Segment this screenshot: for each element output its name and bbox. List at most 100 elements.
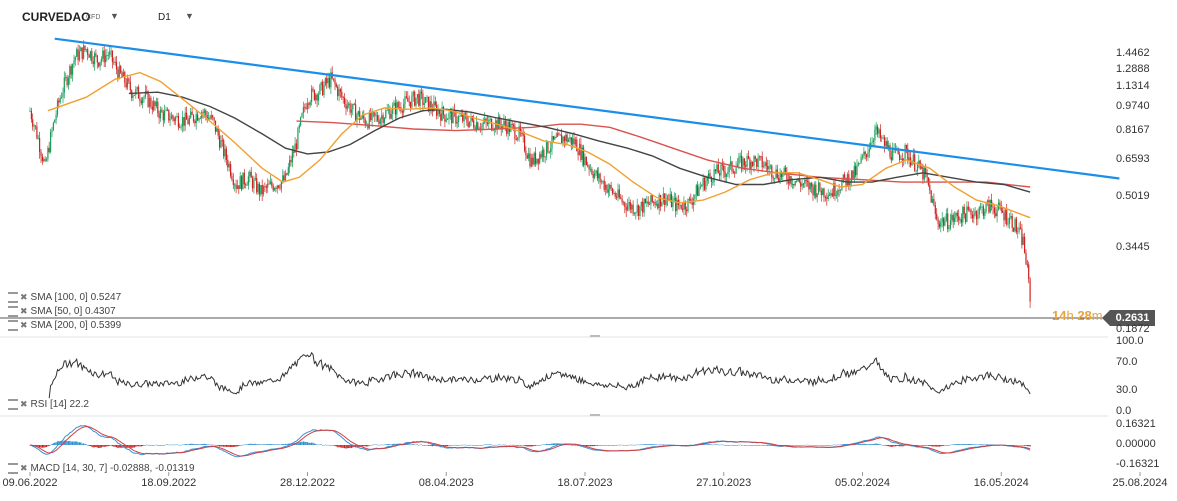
candle-body (162, 112, 164, 121)
candle-body (388, 109, 390, 111)
candle-body (1011, 216, 1013, 228)
candle-body (980, 206, 982, 208)
candle-body (975, 211, 978, 220)
candle-body (522, 133, 524, 136)
candle-body (463, 113, 465, 122)
macd-histogram-bar (720, 444, 722, 446)
symbol-name[interactable]: CURVEDAO (22, 10, 91, 24)
candle-body (741, 155, 743, 170)
candle-body (422, 93, 424, 105)
close-icon[interactable]: ✖ (20, 463, 28, 474)
close-icon[interactable]: ✖ (20, 306, 28, 317)
candle-body (993, 207, 995, 214)
macd-histogram-bar (308, 442, 310, 445)
macd-histogram-bar (121, 445, 123, 448)
drag-handle-icon[interactable] (8, 320, 18, 331)
legend-rsi[interactable]: ✖ RSI [14] 22.2 (8, 399, 89, 410)
candle-body (915, 170, 917, 172)
macd-histogram-bar (227, 445, 229, 447)
legend-sma100[interactable]: ✖ SMA [100, 0] 0.5247 (8, 292, 121, 303)
macd-histogram-bar (585, 445, 587, 447)
macd-histogram-bar (499, 444, 501, 446)
drag-handle-icon[interactable] (8, 399, 18, 410)
candle-body (883, 137, 886, 146)
candle-body (817, 182, 820, 194)
macd-histogram-bar (741, 445, 743, 446)
candle-body (168, 109, 170, 121)
candle-body (769, 165, 772, 167)
drag-handle-icon[interactable] (8, 463, 18, 474)
macd-histogram-bar (297, 442, 299, 445)
candle-body (912, 154, 914, 162)
macd-histogram-bar (521, 445, 523, 446)
candle-body (66, 77, 68, 86)
candle-body (157, 101, 159, 114)
candle-body (719, 173, 721, 176)
symbol-dropdown-icon[interactable]: ▼ (110, 11, 119, 21)
candle-body (662, 193, 664, 203)
macd-histogram-bar (173, 444, 175, 446)
macd-histogram-bar (982, 444, 984, 445)
macd-histogram-bar (105, 445, 107, 447)
candle-body (625, 207, 627, 211)
macd-histogram-bar (192, 444, 195, 445)
macd-histogram-bar (338, 445, 340, 448)
macd-histogram-bar (157, 445, 159, 446)
candle-body (706, 177, 708, 181)
candle-body (135, 88, 137, 95)
candle-body (834, 183, 836, 196)
legend-sma50[interactable]: ✖ SMA [50, 0] 0.4307 (8, 306, 116, 317)
legend-macd[interactable]: ✖ MACD [14, 30, 7] -0.02888, -0.01319 (8, 463, 195, 474)
legend-rsi-text: RSI [14] 22.2 (30, 399, 89, 411)
candle-body (69, 66, 71, 79)
candle-body (62, 92, 64, 98)
macd-histogram-bar (377, 444, 379, 446)
candle-body (646, 201, 648, 203)
macd-histogram-bar (877, 443, 879, 445)
candle-body (613, 193, 615, 194)
candle-body (1014, 218, 1016, 232)
close-icon[interactable]: ✖ (20, 399, 28, 410)
drag-handle-icon[interactable] (8, 292, 18, 303)
sma100-line (128, 91, 1031, 193)
candle-body (760, 156, 762, 158)
timeframe-dropdown-icon[interactable]: ▼ (185, 11, 194, 21)
macd-histogram-bar (588, 445, 590, 447)
macd-histogram-bar (631, 444, 633, 446)
candle-body (871, 142, 873, 143)
macd-histogram-bar (524, 445, 526, 446)
macd-histogram-bar (236, 445, 238, 447)
macd-histogram-bar (374, 444, 376, 445)
candle-body (627, 205, 629, 211)
candle-body (724, 171, 726, 177)
candle-body (577, 151, 579, 155)
candle-body (734, 172, 736, 174)
candle-body (342, 97, 344, 98)
candle-body (256, 178, 258, 193)
drag-handle-icon[interactable] (8, 306, 18, 317)
macd-histogram-bar (407, 444, 409, 445)
timeframe-selector[interactable]: D1 (158, 12, 171, 23)
legend-sma200[interactable]: ✖ SMA [200, 0] 0.5399 (8, 320, 121, 331)
candle-body (455, 111, 457, 124)
candle-body (536, 158, 538, 164)
macd-histogram-bar (188, 444, 190, 445)
close-icon[interactable]: ✖ (20, 320, 28, 331)
candle-body (629, 202, 631, 210)
candle-body (603, 180, 605, 190)
candle-body (477, 122, 479, 130)
candle-body (473, 120, 475, 128)
macd-histogram-bar (842, 444, 844, 445)
macd-histogram-bar (210, 444, 212, 446)
candle-body (213, 117, 215, 121)
candle-body (87, 49, 89, 55)
macd-histogram-bar (346, 445, 348, 449)
macd-histogram-bar (650, 444, 652, 445)
candle-body (859, 163, 861, 164)
candle-body (628, 202, 630, 206)
close-icon[interactable]: ✖ (20, 292, 28, 303)
macd-histogram-bar (110, 445, 112, 446)
macd-histogram-bar (628, 444, 630, 446)
candle-body (78, 51, 81, 61)
